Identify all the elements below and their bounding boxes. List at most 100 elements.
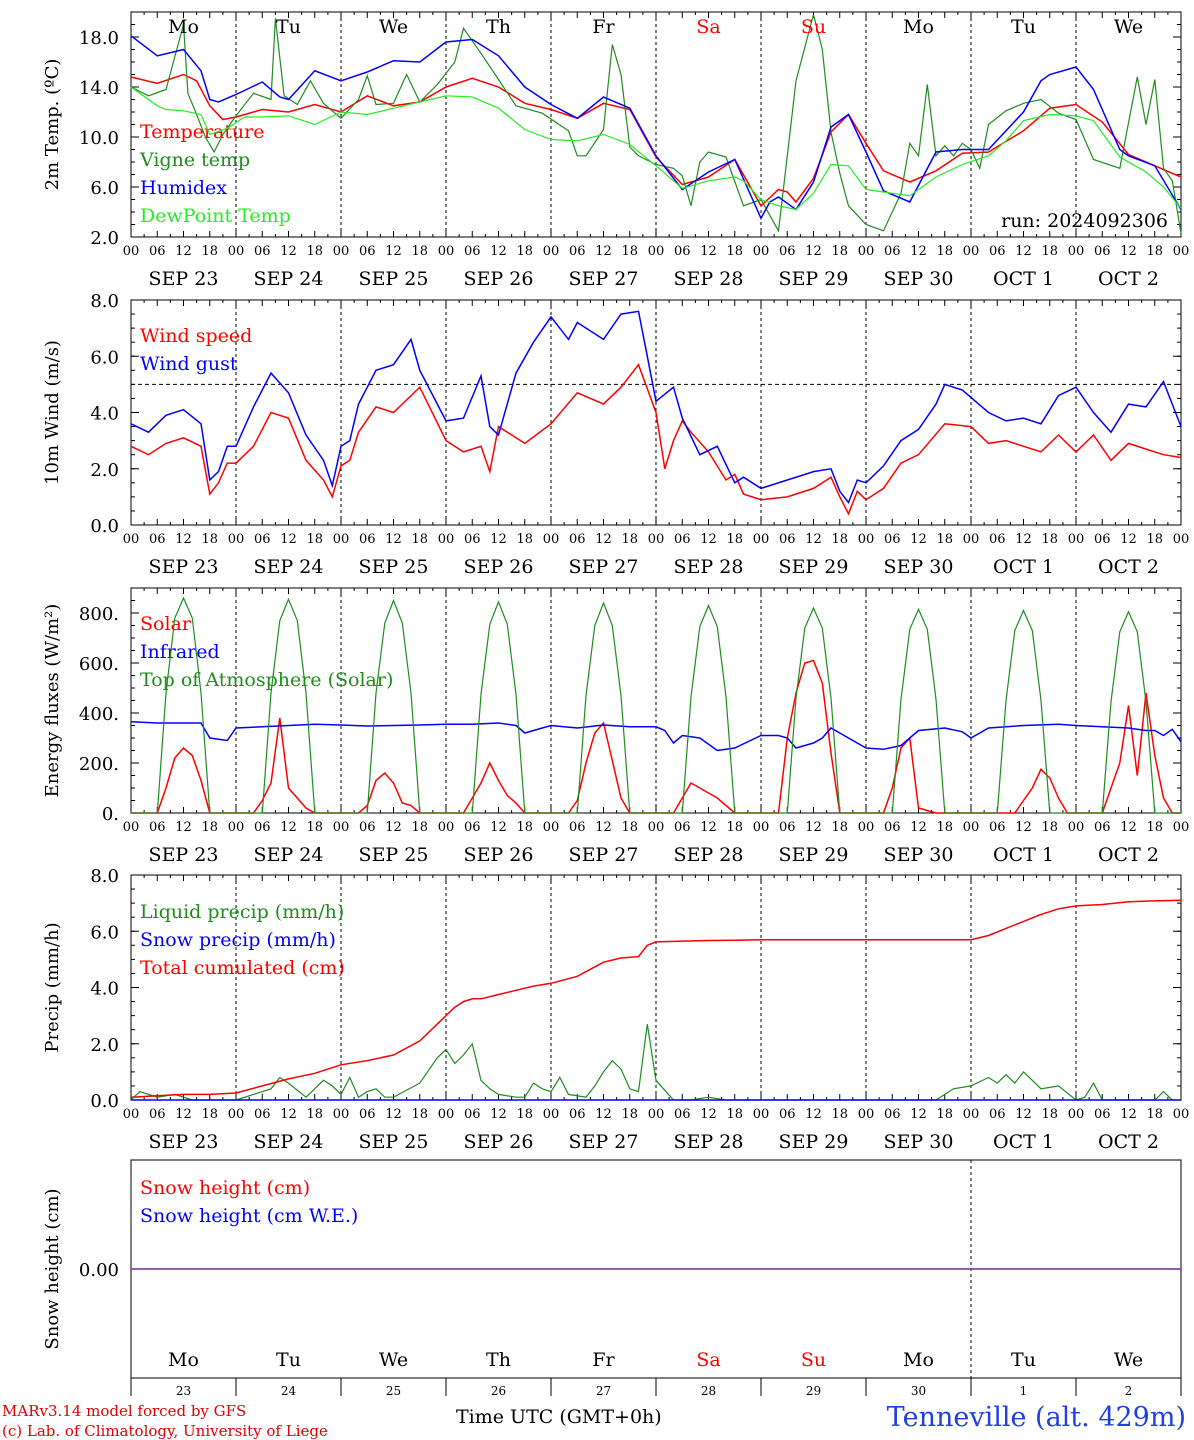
- weekday-label: Fr: [592, 16, 615, 38]
- x-hour-label: 06: [149, 820, 166, 835]
- weekday-label: Sa: [696, 16, 720, 38]
- x-hour-label: 18: [1146, 244, 1163, 259]
- date-label: OCT 2: [1098, 844, 1159, 866]
- y-tick-label: 2.0: [90, 1035, 119, 1056]
- date-label: SEP 28: [674, 1131, 744, 1153]
- plot-frame: [130, 587, 1182, 814]
- weekday-label: Tu: [276, 16, 301, 38]
- x-hour-label: 00: [858, 1107, 875, 1122]
- date-label: SEP 26: [464, 268, 534, 290]
- weekday-label: Mo: [903, 1349, 934, 1371]
- plot-frame: [130, 11, 1182, 238]
- series-flux-2: [131, 596, 1181, 814]
- date-label: OCT 2: [1098, 1131, 1159, 1153]
- x-hour-label: 00: [123, 244, 140, 259]
- y-tick-label: 0.0: [90, 516, 119, 537]
- date-label: SEP 28: [674, 556, 744, 578]
- y-tick-label: 4.0: [90, 404, 119, 425]
- date-label: OCT 1: [993, 844, 1054, 866]
- x-hour-label: 06: [1094, 1107, 1111, 1122]
- site-name: Tenneville (alt. 429m): [886, 1402, 1186, 1433]
- y-tick-label: 6.0: [90, 347, 119, 368]
- x-hour-label: 18: [516, 244, 533, 259]
- weekday-label: Tu: [1011, 16, 1036, 38]
- y-tick-label: 0.00: [79, 1260, 119, 1281]
- x-hour-label: 18: [726, 244, 743, 259]
- x-hour-label: 00: [753, 532, 770, 547]
- x-hour-label: 12: [805, 820, 822, 835]
- x-hour-label: 06: [779, 820, 796, 835]
- x-hour-label: 00: [648, 532, 665, 547]
- x-hour-label: 00: [543, 1107, 560, 1122]
- legend-entry: Infrared: [140, 641, 220, 663]
- x-hour-label: 06: [884, 1107, 901, 1122]
- x-hour-label: 00: [963, 244, 980, 259]
- lab-credit: (c) Lab. of Climatology, University of L…: [2, 1422, 328, 1440]
- x-hour-label: 00: [123, 532, 140, 547]
- x-hour-label: 12: [175, 244, 192, 259]
- legend-entry: Snow height (cm): [140, 1177, 310, 1199]
- x-hour-label: 12: [700, 1107, 717, 1122]
- x-hour-label: 06: [359, 820, 376, 835]
- x-hour-label: 18: [411, 244, 428, 259]
- weekday-label: Th: [486, 1349, 511, 1371]
- x-hour-label: 06: [569, 532, 586, 547]
- x-hour-label: 00: [1068, 1107, 1085, 1122]
- x-hour-label: 06: [359, 1107, 376, 1122]
- x-hour-label: 12: [175, 1107, 192, 1122]
- date-label: OCT 1: [993, 268, 1054, 290]
- x-hour-label: 00: [1068, 532, 1085, 547]
- x-hour-label: 06: [989, 1107, 1006, 1122]
- x-hour-label: 06: [1094, 244, 1111, 259]
- date-label: SEP 28: [674, 844, 744, 866]
- date-label: SEP 27: [569, 1131, 639, 1153]
- x-hour-label: 00: [333, 820, 350, 835]
- x-hour-label: 12: [1120, 1107, 1137, 1122]
- legend-entry: Solar: [140, 613, 192, 635]
- legend-entry: Vigne temp: [139, 149, 250, 171]
- x-hour-label: 12: [700, 244, 717, 259]
- date-label: SEP 29: [779, 1131, 849, 1153]
- y-tick-label: 600.: [79, 654, 119, 675]
- date-label: SEP 29: [779, 844, 849, 866]
- x-hour-label: 06: [254, 244, 271, 259]
- x-hour-label: 00: [543, 244, 560, 259]
- weekday-label: Su: [801, 1349, 826, 1371]
- series-temp-2: [130, 35, 1182, 220]
- x-hour-label: 06: [1094, 820, 1111, 835]
- y-axis-label: Snow height (cm): [42, 1188, 63, 1349]
- x-hour-label: 06: [149, 244, 166, 259]
- x-hour-label: 18: [1041, 820, 1058, 835]
- weekday-label: Mo: [168, 16, 199, 38]
- x-hour-label: 12: [1015, 532, 1032, 547]
- weekday-label: Fr: [592, 1349, 615, 1371]
- x-hour-label: 12: [805, 1107, 822, 1122]
- x-hour-label: 12: [280, 1107, 297, 1122]
- x-hour-label: 12: [490, 1107, 507, 1122]
- weekday-label: Th: [486, 16, 511, 38]
- x-hour-label: 00: [1173, 1107, 1190, 1122]
- x-hour-label: 12: [1015, 1107, 1032, 1122]
- x-hour-label: 12: [175, 820, 192, 835]
- legend-entry: Snow precip (mm/h): [140, 929, 336, 951]
- x-hour-label: 18: [1146, 1107, 1163, 1122]
- x-hour-label: 18: [726, 820, 743, 835]
- x-hour-label: 18: [831, 1107, 848, 1122]
- x-hour-label: 18: [306, 244, 323, 259]
- x-hour-label: 12: [490, 244, 507, 259]
- x-hour-label: 12: [1120, 820, 1137, 835]
- x-hour-label: 06: [779, 532, 796, 547]
- legend-entry: Temperature: [140, 121, 264, 143]
- date-label: OCT 2: [1098, 268, 1159, 290]
- x-hour-label: 00: [438, 1107, 455, 1122]
- x-hour-label: 18: [516, 1107, 533, 1122]
- date-label: SEP 27: [569, 556, 639, 578]
- x-hour-label: 18: [201, 244, 218, 259]
- y-tick-label: 0.0: [90, 1091, 119, 1112]
- x-hour-label: 00: [1173, 820, 1190, 835]
- date-label: SEP 24: [254, 1131, 324, 1153]
- x-hour-label: 00: [123, 820, 140, 835]
- x-hour-label: 06: [149, 1107, 166, 1122]
- x-hour-label: 12: [1015, 820, 1032, 835]
- x-hour-label: 12: [490, 820, 507, 835]
